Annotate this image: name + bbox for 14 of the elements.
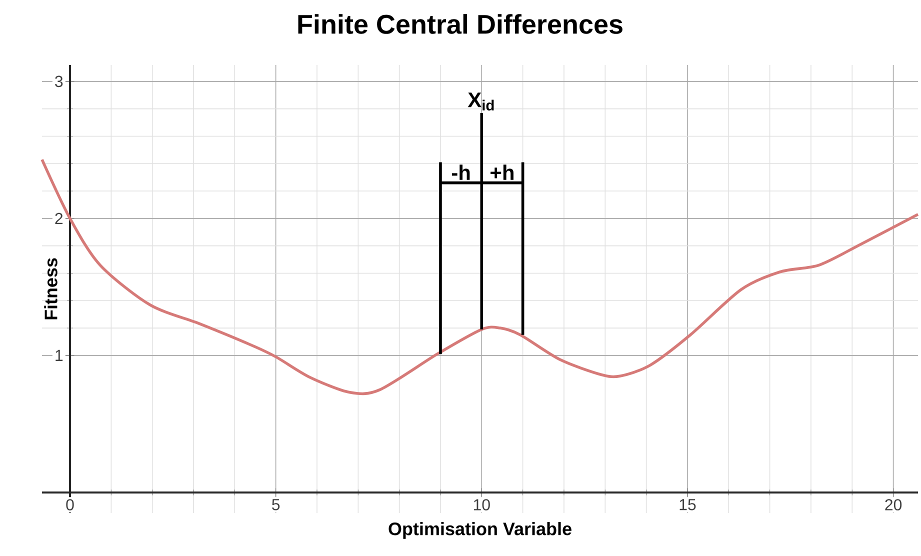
x-tick-label: 20 bbox=[885, 499, 902, 510]
y-axis-title: Fitness bbox=[44, 258, 58, 320]
annotation: X$_{id}$ bbox=[468, 92, 494, 111]
x-tick-label: 10 bbox=[474, 499, 490, 510]
annotation: +h bbox=[490, 164, 514, 180]
x-tick-label: 5 bbox=[272, 499, 280, 510]
x-axis-title: Optimisation Variable bbox=[388, 522, 572, 539]
chart-title: Finite Central Differences bbox=[298, 14, 622, 34]
y-tick-label: 3 bbox=[55, 76, 63, 88]
annotation: -h bbox=[452, 164, 470, 180]
x-tick-label: 0 bbox=[66, 499, 74, 510]
y-tick-label: 1 bbox=[56, 350, 63, 361]
x-tick-label: 15 bbox=[680, 499, 696, 510]
y-tick-label: 2 bbox=[55, 212, 63, 224]
